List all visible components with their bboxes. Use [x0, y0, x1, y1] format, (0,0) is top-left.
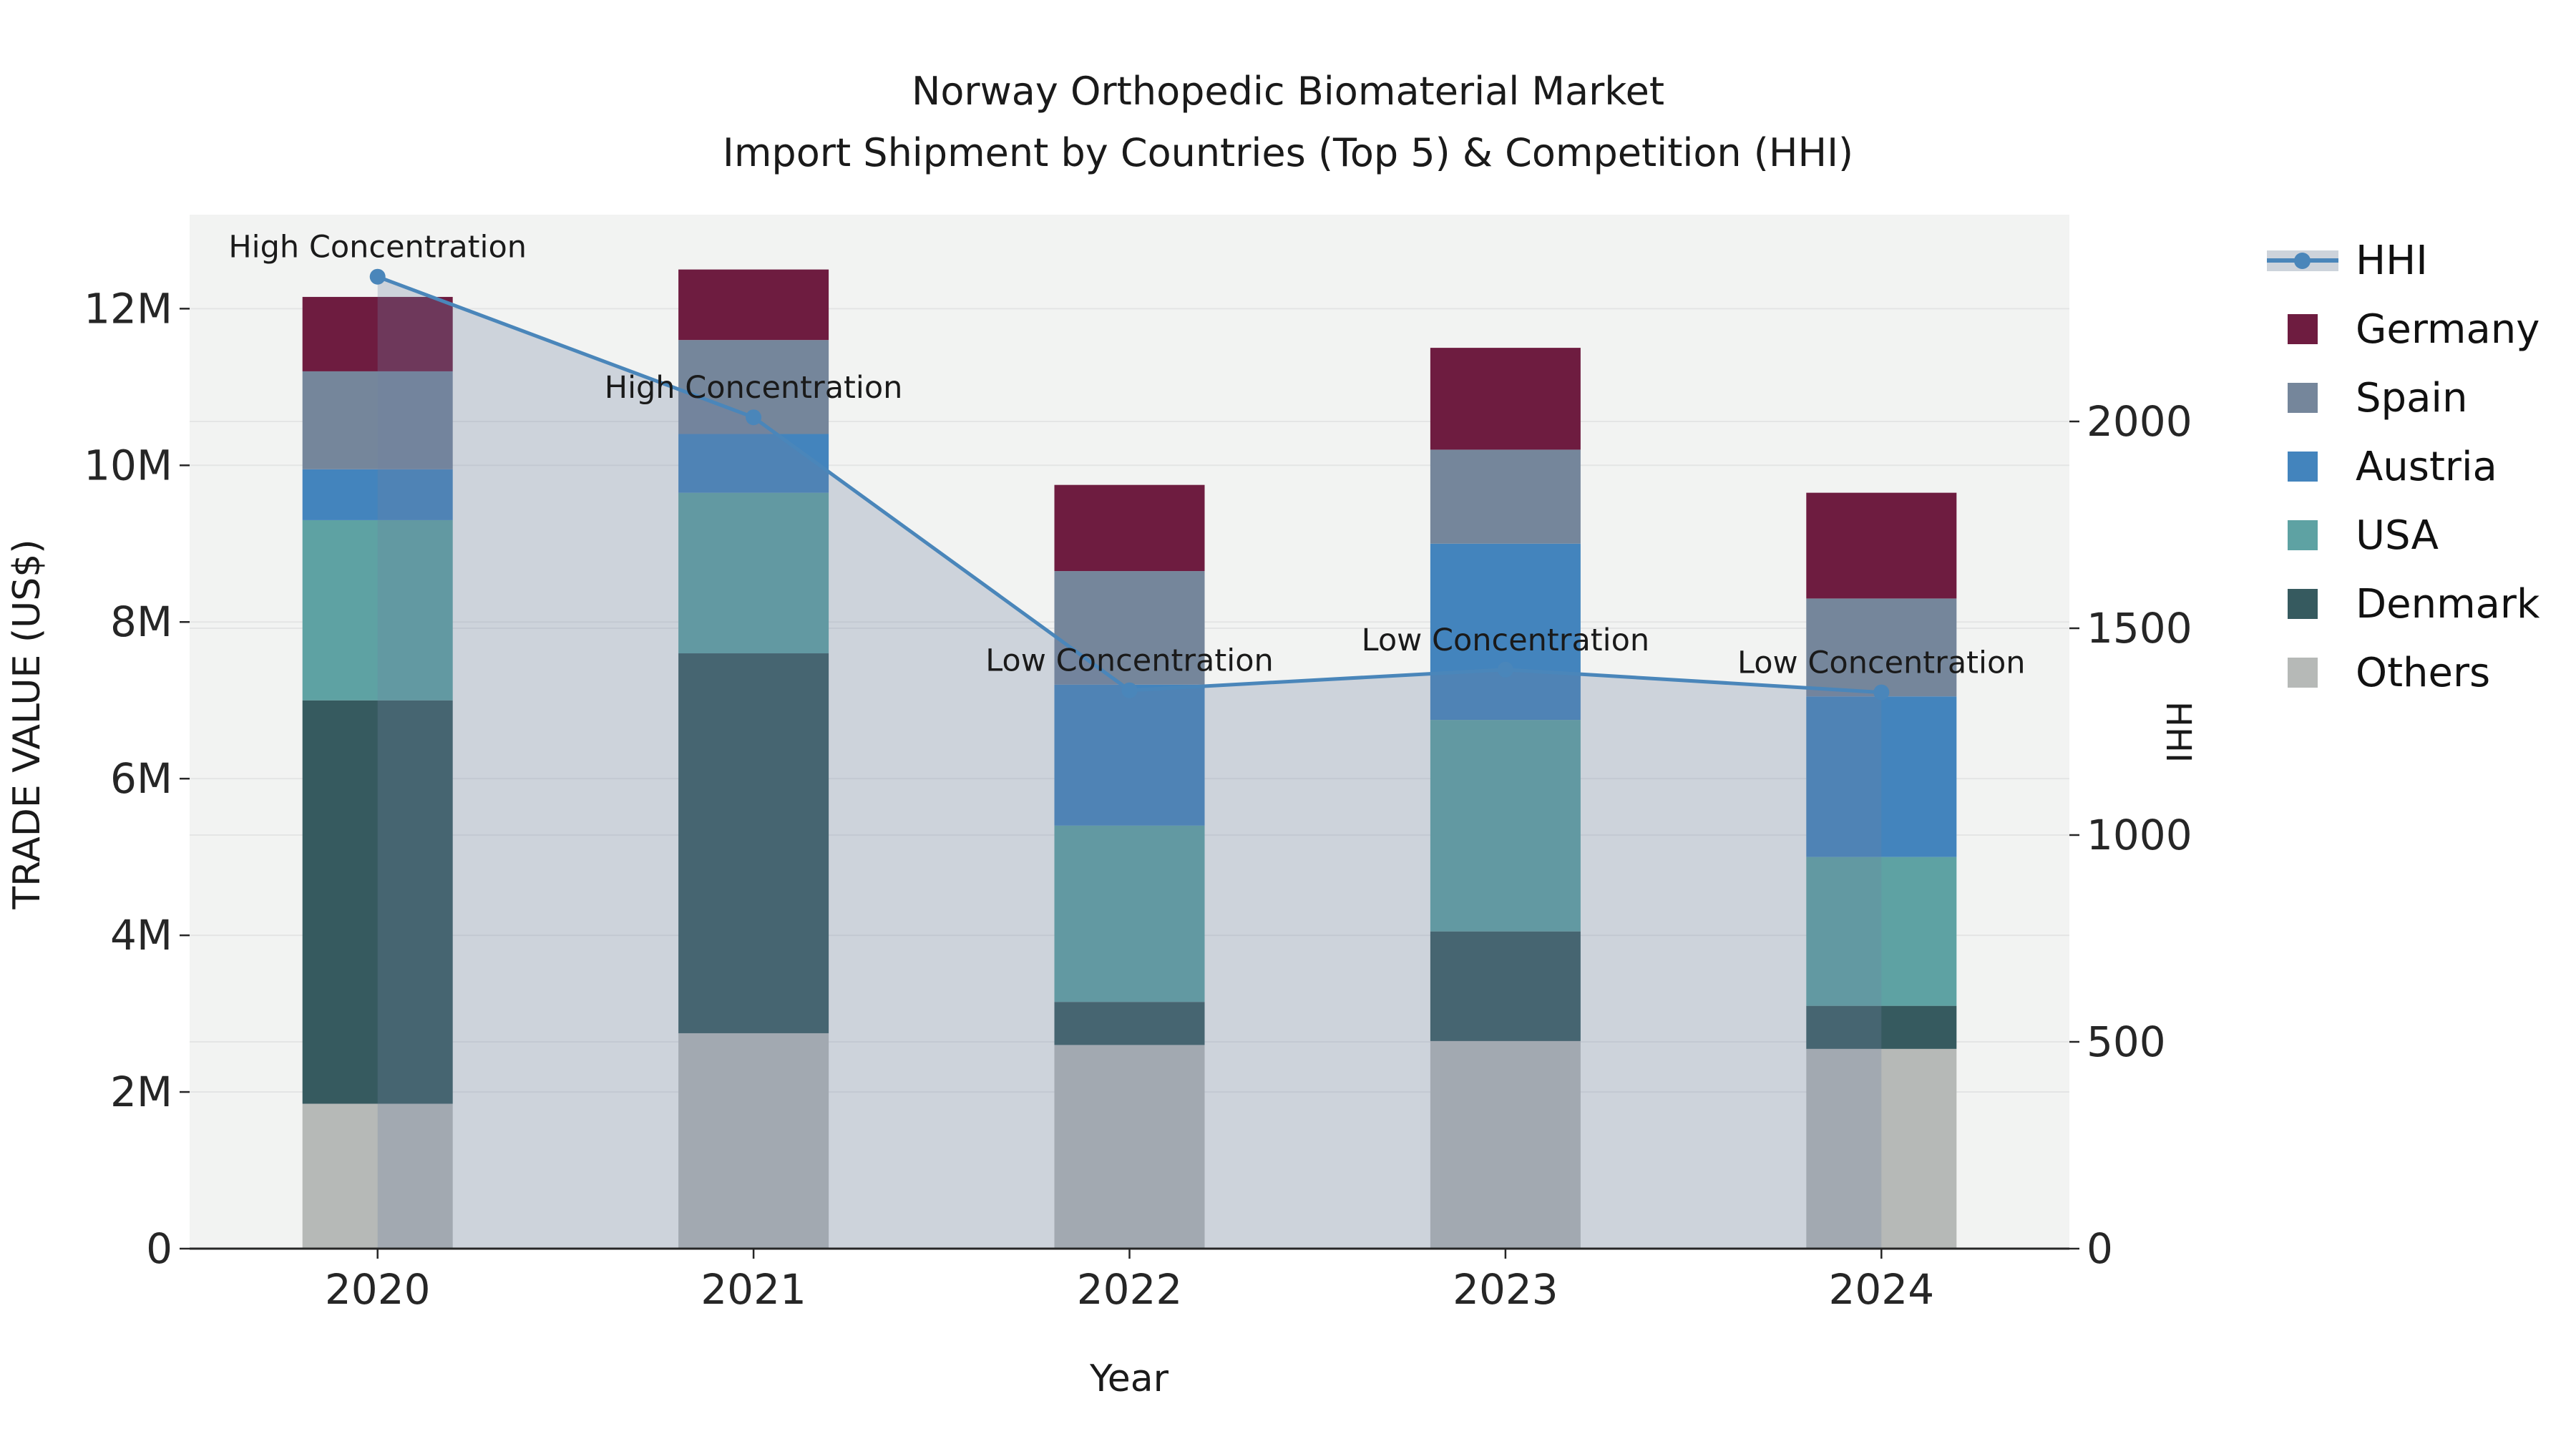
x-tick-label-2020: 2020	[325, 1265, 431, 1314]
legend-item-hhi: HHI	[2267, 226, 2540, 295]
chart-title-line1: Norway Orthopedic Biomaterial Market	[911, 69, 1665, 114]
annotation-2021: High Concentration	[605, 370, 903, 406]
y-left-tick-label-4M: 4M	[110, 911, 172, 960]
legend-item-austria: Austria	[2267, 432, 2540, 501]
bar-segment-2020-germany	[302, 296, 453, 371]
bar-segment-2023-germany	[1430, 348, 1581, 450]
hhi-marker-2021	[746, 409, 762, 426]
bar-segment-2021-austria	[678, 434, 829, 493]
bar-segment-2023-denmark	[1430, 931, 1581, 1041]
legend-item-denmark: Denmark	[2267, 570, 2540, 638]
color-swatch-icon	[2288, 452, 2318, 482]
bar-segment-2020-denmark	[302, 700, 453, 1104]
y-right-tick-label-1500: 1500	[2087, 604, 2192, 653]
bar-segment-2021-denmark	[678, 653, 829, 1033]
legend-swatch-austria	[2267, 449, 2338, 484]
legend-item-germany: Germany	[2267, 295, 2540, 364]
legend-label-usa: USA	[2356, 512, 2439, 559]
bar-segment-2022-germany	[1054, 484, 1205, 572]
legend-item-spain: Spain	[2267, 364, 2540, 432]
legend-swatch-spain	[2267, 381, 2338, 415]
bar-segment-2020-spain	[302, 371, 453, 469]
hhi-line-legend-icon	[2267, 243, 2338, 278]
legend-label-others: Others	[2356, 649, 2491, 696]
hhi-marker-2022	[1121, 682, 1138, 698]
legend-label-austria: Austria	[2356, 443, 2497, 490]
x-tick-label-2023: 2023	[1453, 1265, 1558, 1314]
y-right-tick-label-2000: 2000	[2087, 397, 2192, 446]
legend-swatch-others	[2267, 655, 2338, 690]
legend-swatch-germany	[2267, 312, 2338, 346]
bar-segment-2022-others	[1054, 1045, 1205, 1249]
legend-label-denmark: Denmark	[2356, 580, 2540, 628]
legend-swatch-usa	[2267, 518, 2338, 552]
hhi-marker-2023	[1497, 661, 1513, 678]
x-tick-label-2021: 2021	[701, 1265, 806, 1314]
bar-segment-2023-usa	[1430, 720, 1581, 932]
annotation-2024: Low Concentration	[1737, 645, 2026, 681]
bar-segment-2024-spain	[1806, 598, 1957, 697]
bar-segment-2022-usa	[1054, 825, 1205, 1002]
color-swatch-icon	[2288, 314, 2318, 344]
bar-segment-2023-others	[1430, 1040, 1581, 1249]
legend-label-spain: Spain	[2356, 374, 2468, 421]
bar-segment-2023-austria	[1430, 543, 1581, 721]
bar-segment-2022-austria	[1054, 684, 1205, 826]
x-tick-label-2024: 2024	[1828, 1265, 1934, 1314]
hhi-marker-dot-icon	[2294, 253, 2311, 269]
chart-title-line2: Import Shipment by Countries (Top 5) & C…	[722, 130, 1854, 175]
color-swatch-icon	[2288, 658, 2318, 688]
bar-segment-2021-usa	[678, 492, 829, 654]
legend-label-germany: Germany	[2356, 306, 2540, 353]
bar-segment-2020-austria	[302, 469, 453, 520]
bar-segment-2024-others	[1806, 1048, 1957, 1249]
hhi-area-fill	[377, 276, 1882, 1249]
y-left-tick-label-0: 0	[146, 1224, 172, 1273]
hhi-marker-2024	[1873, 684, 1890, 701]
bar-segment-2022-denmark	[1054, 1002, 1205, 1045]
y-axis-label-right: HHI	[2158, 701, 2198, 763]
annotation-2023: Low Concentration	[1362, 623, 1650, 658]
legend-label-hhi: HHI	[2356, 237, 2428, 284]
y-axis-label-left: TRADE VALUE (US$)	[6, 539, 49, 909]
y-left-tick-label-10M: 10M	[84, 441, 172, 489]
y-left-tick-label-6M: 6M	[110, 754, 172, 803]
bar-segment-2020-usa	[302, 519, 453, 701]
y-left-tick-label-12M: 12M	[84, 284, 172, 333]
bar-segment-2024-usa	[1806, 857, 1957, 1006]
bar-segment-2024-denmark	[1806, 1005, 1957, 1049]
bar-segment-2021-others	[678, 1033, 829, 1249]
hhi-marker-2020	[369, 268, 386, 285]
bar-segment-2021-germany	[678, 269, 829, 341]
y-right-tick-label-0: 0	[2087, 1224, 2113, 1273]
bar-segment-2023-spain	[1430, 449, 1581, 544]
x-tick-label-2022: 2022	[1077, 1265, 1183, 1314]
bar-segment-2024-germany	[1806, 492, 1957, 599]
legend-swatch-denmark	[2267, 587, 2338, 621]
color-swatch-icon	[2288, 383, 2318, 413]
y-right-tick-label-500: 500	[2087, 1018, 2166, 1066]
color-swatch-icon	[2288, 589, 2318, 619]
legend-item-others: Others	[2267, 638, 2540, 707]
y-right-tick-label-1000: 1000	[2087, 811, 2192, 859]
bar-segment-2024-austria	[1806, 696, 1957, 857]
x-axis-label: Year	[1089, 1357, 1169, 1400]
legend: HHI Germany Spain Austria USA Denmark Others	[2267, 226, 2540, 707]
annotation-2022: Low Concentration	[985, 643, 1274, 679]
y-left-tick-label-8M: 8M	[110, 597, 172, 646]
bar-segment-2020-others	[302, 1103, 453, 1249]
annotation-2020: High Concentration	[228, 230, 527, 265]
color-swatch-icon	[2288, 520, 2318, 550]
y-left-tick-label-2M: 2M	[110, 1068, 172, 1116]
bar-segment-2022-spain	[1054, 571, 1205, 685]
legend-item-usa: USA	[2267, 501, 2540, 570]
